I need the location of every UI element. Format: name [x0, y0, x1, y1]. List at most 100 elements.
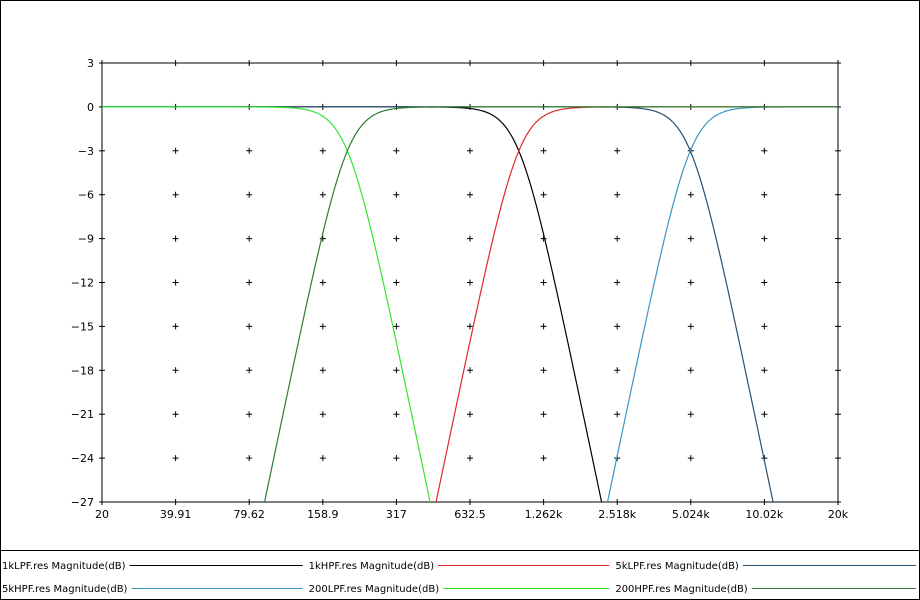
grid-cross — [172, 191, 179, 198]
grid-cross — [246, 411, 253, 418]
tick-labels: 20 39.91 79.62 158.9 317 632.5 1.262k 2.518k 5.0… — [71, 57, 849, 521]
x-tick-label: 20k — [828, 508, 849, 521]
legend-entry-label: 1kHPF.res Magnitude(dB) — [309, 561, 435, 572]
legend-entry-label: 200LPF.res Magnitude(dB) — [309, 584, 440, 595]
grid-cross — [761, 147, 768, 154]
grid-cross — [687, 411, 694, 418]
grid-cross — [319, 279, 326, 286]
grid-cross — [761, 191, 768, 198]
grid-cross — [761, 235, 768, 242]
x-tick-label: 10.02k — [745, 508, 783, 521]
grid-cross — [614, 323, 621, 330]
grid-cross — [172, 455, 179, 462]
grid-cross — [467, 279, 474, 286]
grid-cross — [319, 323, 326, 330]
grid-cross — [467, 191, 474, 198]
grid-cross — [319, 367, 326, 374]
grid-cross — [172, 279, 179, 286]
grid-cross — [540, 191, 547, 198]
series-curves — [102, 106, 838, 502]
grid-cross — [467, 235, 474, 242]
x-tick-label: 158.9 — [307, 508, 339, 521]
grid-cross — [761, 367, 768, 374]
grid-cross — [246, 191, 253, 198]
grid-cross — [172, 367, 179, 374]
x-tick-label: 39.91 — [160, 508, 192, 521]
y-tick-label: −6 — [78, 189, 94, 202]
grid-crosses — [172, 103, 768, 462]
grid-cross — [467, 147, 474, 154]
y-tick-label: 3 — [87, 57, 94, 70]
grid-cross — [540, 323, 547, 330]
x-tick-label: 5.024k — [672, 508, 710, 521]
grid-cross — [761, 323, 768, 330]
grid-cross — [687, 455, 694, 462]
grid-cross — [319, 191, 326, 198]
grid-cross — [540, 279, 547, 286]
grid-cross — [614, 367, 621, 374]
axis-ticks — [99, 60, 841, 505]
y-tick-label: −21 — [71, 408, 94, 421]
grid-cross — [761, 411, 768, 418]
grid-cross — [172, 235, 179, 242]
grid-cross — [614, 279, 621, 286]
grid-cross — [319, 455, 326, 462]
grid-cross — [319, 235, 326, 242]
y-tick-label: −27 — [71, 496, 94, 509]
grid-cross — [319, 411, 326, 418]
grid-cross — [246, 323, 253, 330]
grid-cross — [761, 279, 768, 286]
grid-cross — [246, 279, 253, 286]
grid-cross — [393, 455, 400, 462]
y-tick-label: −15 — [71, 320, 94, 333]
grid-cross — [614, 147, 621, 154]
grid-cross — [172, 147, 179, 154]
grid-cross — [614, 411, 621, 418]
series-line — [606, 106, 838, 502]
y-tick-label: −18 — [71, 364, 94, 377]
grid-cross — [540, 411, 547, 418]
y-tick-label: −3 — [78, 145, 94, 158]
y-tick-label: 0 — [87, 101, 94, 114]
y-tick-label: −24 — [71, 452, 94, 465]
grid-cross — [467, 323, 474, 330]
grid-cross — [246, 455, 253, 462]
grid-cross — [393, 323, 400, 330]
legend-entry-label: 5kHPF.res Magnitude(dB) — [2, 584, 128, 595]
grid-cross — [540, 455, 547, 462]
x-tick-label: 632.5 — [454, 508, 486, 521]
grid-cross — [393, 147, 400, 154]
grid-cross — [172, 323, 179, 330]
y-tick-label: −9 — [78, 233, 94, 246]
grid-cross — [393, 191, 400, 198]
legend: 1kLPF.res Magnitude(dB) 1kHPF.res Magnitu… — [2, 561, 916, 595]
y-tick-label: −12 — [71, 277, 94, 290]
grid-cross — [467, 455, 474, 462]
grid-cross — [319, 147, 326, 154]
grid-cross — [393, 411, 400, 418]
grid-cross — [246, 367, 253, 374]
series-line — [102, 106, 431, 502]
grid-cross — [467, 411, 474, 418]
x-tick-label: 2.518k — [598, 508, 636, 521]
grid-cross — [393, 279, 400, 286]
legend-entry-label: 5kLPF.res Magnitude(dB) — [615, 561, 739, 572]
grid-cross — [614, 235, 621, 242]
legend-entry-label: 200HPF.res Magnitude(dB) — [615, 584, 747, 595]
x-tick-label: 20 — [95, 508, 109, 521]
grid-cross — [246, 147, 253, 154]
x-tick-label: 1.262k — [525, 508, 563, 521]
grid-cross — [540, 367, 547, 374]
grid-cross — [246, 235, 253, 242]
grid-cross — [467, 367, 474, 374]
series-line — [263, 106, 838, 502]
grid-cross — [614, 191, 621, 198]
legend-entry-label: 1kLPF.res Magnitude(dB) — [2, 561, 126, 572]
x-tick-label: 79.62 — [233, 508, 265, 521]
grid-cross — [687, 323, 694, 330]
grid-cross — [687, 279, 694, 286]
grid-cross — [172, 411, 179, 418]
grid-cross — [540, 147, 547, 154]
